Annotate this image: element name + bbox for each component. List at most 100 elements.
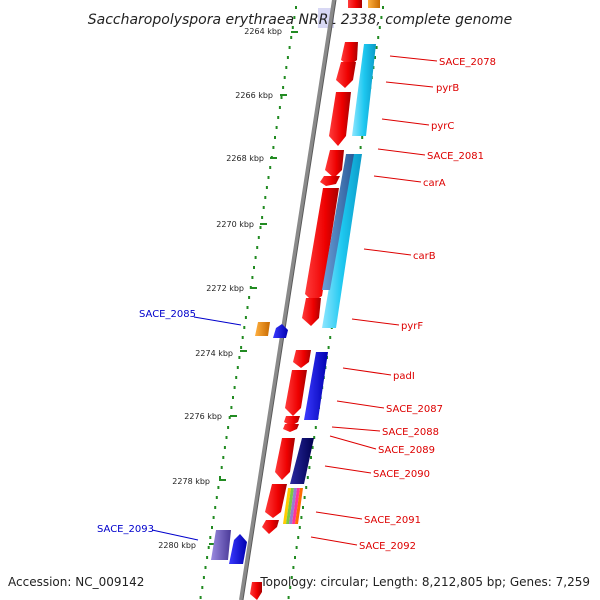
track-dot: [288, 46, 291, 49]
tick-label: 2276 kbp: [184, 412, 222, 421]
track-dot: [207, 546, 210, 549]
gene-label: SACE_2091: [364, 515, 421, 526]
track-dot: [235, 376, 238, 379]
track-dot: [257, 236, 260, 239]
gene-carB: [305, 188, 339, 302]
track-dot: [227, 426, 230, 429]
track-dot: [382, 6, 384, 9]
gene-pyrC: [329, 92, 351, 146]
track-dot: [253, 266, 255, 269]
track-dot: [300, 516, 303, 519]
track-dot: [238, 356, 241, 359]
track-dot: [278, 106, 281, 109]
tick-label: 2268 kbp: [226, 154, 264, 163]
gene-sace-2081: [325, 150, 344, 178]
track-dot: [217, 486, 220, 489]
track-dot: [214, 506, 217, 509]
track-dot: [204, 566, 207, 569]
leader-sace-2087: [336, 400, 385, 409]
gene-label: SACE_2090: [373, 469, 430, 480]
track-dot: [215, 496, 218, 499]
track-dot: [206, 556, 209, 559]
track-dot: [280, 96, 283, 99]
gene-label: pyrF: [401, 321, 423, 332]
track-dot: [295, 546, 298, 549]
gene-label: pyrB: [436, 83, 459, 94]
track-dot: [275, 126, 278, 129]
genome-backbone-shadow: [242, 0, 337, 600]
leader-pyrF: [351, 318, 400, 326]
track-dot: [209, 536, 212, 539]
track-dot: [285, 66, 288, 69]
track-dot: [262, 206, 265, 209]
track-dot: [308, 466, 311, 469]
leader-sace-2088: [331, 426, 381, 432]
track-dot: [310, 456, 312, 459]
leader-sace-2091: [315, 511, 363, 520]
leader-pyrB: [385, 81, 434, 88]
gene-pyrB: [336, 62, 356, 88]
track-dot: [261, 216, 264, 219]
track-dot: [244, 316, 247, 319]
tick-label: 2264 kbp: [244, 27, 282, 36]
gene-sace-2087: [285, 370, 307, 416]
tick-2266: 2266 kbp: [235, 91, 287, 100]
track-dot: [272, 146, 275, 149]
gene-label: carA: [423, 178, 446, 189]
tick-2264: 2264 kbp: [244, 27, 298, 36]
leader-sace-2092: [310, 536, 358, 546]
gene-carA: [320, 176, 340, 186]
track-dot: [374, 56, 376, 59]
gene-sace-2085-orange: [255, 322, 270, 336]
track-dot: [269, 166, 272, 169]
tick-label: 2278 kbp: [172, 477, 210, 486]
gene-label: SACE_2085: [139, 309, 196, 320]
leader-sace-2090: [324, 465, 372, 474]
track-dot: [240, 346, 243, 349]
gene-sace-2088: [284, 416, 300, 426]
track-dot: [256, 246, 259, 249]
track-dot: [265, 186, 268, 189]
leader-sace-2078: [389, 55, 438, 62]
genome-backbone: [239, 0, 336, 600]
gene-label: padI: [393, 371, 415, 382]
track-dot: [219, 476, 221, 479]
leader-padI: [342, 367, 392, 376]
track-dot: [223, 446, 226, 449]
leader-sace-2089: [329, 435, 377, 450]
left-dotted-track: [199, 6, 297, 599]
gene-track-steel: [322, 154, 354, 290]
tick-2272: 2272 kbp: [206, 284, 257, 293]
leader-sace-2085: [193, 316, 242, 326]
track-dot: [220, 466, 223, 469]
gene-label: SACE_2081: [427, 151, 484, 162]
gene-label: SACE_2089: [378, 445, 435, 456]
track-dot: [282, 86, 285, 89]
gene-sace-2085-blue: [273, 324, 288, 338]
gene-sace-2091: [265, 484, 287, 518]
track-dot: [329, 336, 332, 339]
tick-2268: 2268 kbp: [226, 154, 277, 163]
gene-sace-2092: [262, 520, 279, 534]
gene-top-red: [348, 0, 362, 8]
gene-sace-2078: [341, 42, 358, 66]
track-dot: [246, 306, 249, 309]
track-dot: [377, 36, 380, 39]
gene-label: carB: [413, 251, 436, 262]
track-dot: [298, 526, 301, 529]
tick-2270: 2270 kbp: [216, 220, 267, 229]
tick-label: 2280 kbp: [158, 541, 196, 550]
leader-sace-2081: [377, 148, 426, 156]
gene-top-orange: [368, 0, 380, 8]
gene-sace-2093-blue: [229, 534, 247, 564]
gene-label: SACE_2093: [97, 524, 154, 535]
track-dot: [264, 196, 267, 199]
track-dot: [295, 6, 297, 9]
gene-padI: [293, 350, 311, 368]
tick-2278: 2278 kbp: [172, 477, 226, 486]
gene-track-lightblue-1: [352, 44, 376, 136]
track-dot: [311, 446, 314, 449]
track-dot: [361, 136, 364, 139]
gene-label: SACE_2087: [386, 404, 443, 415]
